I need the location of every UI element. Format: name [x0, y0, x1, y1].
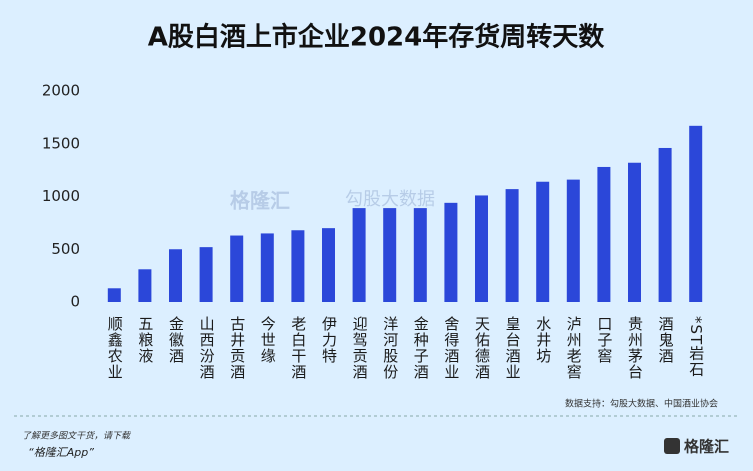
bar [536, 181, 550, 302]
bar [383, 208, 397, 302]
bar [658, 147, 672, 302]
x-tick-label: 水井坊 [534, 316, 552, 364]
bar [566, 179, 580, 302]
x-tick-label: *ST岩石 [687, 316, 705, 377]
x-tick-label: 金种子酒 [412, 316, 430, 380]
y-tick-label: 500 [51, 240, 80, 258]
logo-icon [664, 438, 680, 454]
source: 数据支持：勾股大数据、中国酒业协会 [565, 398, 718, 410]
x-tick-label: 伊力特 [320, 316, 338, 364]
x-tick-label: 今世缘 [259, 316, 277, 364]
bar [169, 249, 182, 302]
y-tick-label: 1500 [42, 134, 80, 152]
x-tick-label: 泸州老窖 [565, 316, 583, 380]
bar [322, 228, 335, 302]
x-tick-label: 皇台酒业 [504, 316, 522, 380]
x-tick-label: 酒鬼酒 [657, 316, 675, 364]
bar [352, 208, 366, 302]
x-tick-label: 顺鑫农业 [106, 316, 124, 380]
bar [628, 162, 641, 302]
chart-title: A股白酒上市企业2024年存货周转天数 [148, 22, 605, 53]
bar [413, 208, 427, 302]
y-tick-label: 2000 [42, 82, 80, 100]
bar [291, 230, 305, 302]
watermark: 格隆汇 [230, 189, 290, 213]
watermark: 勾股大数据 [345, 189, 435, 210]
x-tick-label: 古井贡酒 [228, 316, 246, 380]
x-tick-label: 天佑德酒 [473, 316, 491, 380]
bar [107, 288, 121, 302]
x-tick-label: 山西汾酒 [198, 316, 216, 380]
footer-app: “格隆汇App” [28, 446, 94, 459]
bar [230, 235, 244, 302]
x-tick-label: 老白干酒 [289, 316, 307, 380]
x-tick-label: 洋河股份 [381, 316, 399, 380]
x-tick-label: 金徽酒 [167, 316, 185, 364]
y-tick-label: 1000 [42, 187, 80, 205]
bar [138, 269, 152, 302]
footer-text: 了解更多图文干货，请下载 [22, 431, 131, 442]
x-tick-label: 五粮液 [136, 316, 154, 364]
y-tick-label: 0 [70, 293, 80, 311]
bar [444, 202, 458, 302]
bar [505, 189, 519, 302]
x-tick-label: 贵州茅台 [626, 316, 644, 380]
bar [260, 233, 274, 302]
bar [475, 195, 488, 302]
bar [689, 125, 703, 302]
logo: 格隆汇 [684, 438, 729, 456]
bar [199, 247, 213, 302]
x-tick-label: 舍得酒业 [442, 316, 460, 380]
x-tick-label: 口子窖 [595, 316, 613, 364]
x-tick-label: 迎驾贡酒 [351, 316, 369, 380]
bar [597, 166, 611, 302]
